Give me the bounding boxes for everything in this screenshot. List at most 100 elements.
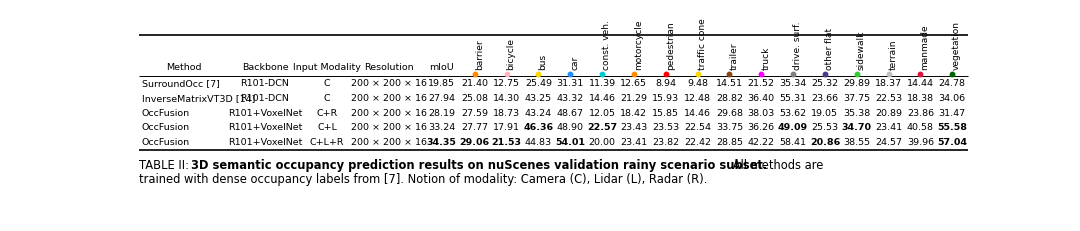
Text: terrain: terrain	[889, 40, 897, 70]
Text: 29.89: 29.89	[843, 79, 870, 88]
Text: 34.35: 34.35	[427, 138, 457, 147]
Text: 18.42: 18.42	[620, 109, 647, 118]
Text: 43.32: 43.32	[556, 94, 584, 103]
Text: 27.59: 27.59	[461, 109, 488, 118]
Text: 58.41: 58.41	[780, 138, 807, 147]
Text: car: car	[570, 56, 579, 70]
Text: 34.70: 34.70	[841, 124, 872, 132]
Text: 40.58: 40.58	[907, 124, 934, 132]
Text: 22.42: 22.42	[684, 138, 711, 147]
Text: 11.39: 11.39	[589, 79, 616, 88]
Text: 200 × 200 × 16: 200 × 200 × 16	[351, 109, 427, 118]
Text: 21.53: 21.53	[491, 138, 522, 147]
Text: 18.37: 18.37	[875, 79, 902, 88]
Text: 55.58: 55.58	[937, 124, 968, 132]
Text: C: C	[324, 79, 330, 88]
Text: traffic cone: traffic cone	[698, 19, 706, 70]
Text: 28.82: 28.82	[716, 94, 743, 103]
Text: 25.32: 25.32	[811, 79, 838, 88]
Text: 48.90: 48.90	[557, 124, 584, 132]
Text: Method: Method	[166, 63, 202, 72]
Text: 17.91: 17.91	[494, 124, 521, 132]
Text: 19.05: 19.05	[811, 109, 838, 118]
Text: trailer: trailer	[729, 43, 739, 70]
Text: 31.47: 31.47	[939, 109, 966, 118]
Text: motorcycle: motorcycle	[634, 20, 643, 70]
Text: 29.06: 29.06	[460, 138, 490, 147]
Text: 33.24: 33.24	[428, 124, 455, 132]
Text: 8.94: 8.94	[656, 79, 676, 88]
Text: vegetation: vegetation	[953, 21, 961, 70]
Text: 23.43: 23.43	[620, 124, 648, 132]
Text: 20.86: 20.86	[810, 138, 840, 147]
Text: R101+VoxelNet: R101+VoxelNet	[228, 124, 302, 132]
Text: C+L: C+L	[318, 124, 337, 132]
Text: 43.25: 43.25	[525, 94, 552, 103]
Text: 39.96: 39.96	[907, 138, 934, 147]
Text: 23.41: 23.41	[620, 138, 648, 147]
Text: 18.38: 18.38	[907, 94, 934, 103]
Text: 36.26: 36.26	[747, 124, 774, 132]
Text: 14.46: 14.46	[589, 94, 616, 103]
Text: 24.57: 24.57	[875, 138, 902, 147]
Text: 22.53: 22.53	[875, 94, 902, 103]
Text: bus: bus	[539, 54, 548, 70]
Text: 18.73: 18.73	[492, 109, 521, 118]
Text: 37.75: 37.75	[843, 94, 870, 103]
Text: 27.77: 27.77	[461, 124, 488, 132]
Text: 48.67: 48.67	[557, 109, 584, 118]
Text: pedestrian: pedestrian	[665, 22, 675, 70]
Text: 31.31: 31.31	[556, 79, 584, 88]
Text: 23.53: 23.53	[652, 124, 679, 132]
Text: 25.49: 25.49	[525, 79, 552, 88]
Text: 38.55: 38.55	[843, 138, 870, 147]
Text: 14.46: 14.46	[684, 109, 711, 118]
Text: 12.75: 12.75	[494, 79, 521, 88]
Text: 12.48: 12.48	[684, 94, 711, 103]
Text: R101-DCN: R101-DCN	[241, 94, 289, 103]
Text: 22.57: 22.57	[588, 124, 617, 132]
Text: 21.29: 21.29	[620, 94, 647, 103]
Text: bicycle: bicycle	[507, 38, 515, 70]
Text: 14.30: 14.30	[492, 94, 521, 103]
Text: 21.40: 21.40	[461, 79, 488, 88]
Text: manmade: manmade	[920, 25, 930, 70]
Text: 44.83: 44.83	[525, 138, 552, 147]
Text: sidewalk: sidewalk	[856, 31, 866, 70]
Text: R101+VoxelNet: R101+VoxelNet	[228, 109, 302, 118]
Text: 25.53: 25.53	[811, 124, 838, 132]
Text: 54.01: 54.01	[555, 138, 585, 147]
Text: R101+VoxelNet: R101+VoxelNet	[228, 138, 302, 147]
Text: const. veh.: const. veh.	[602, 21, 611, 70]
Text: 9.48: 9.48	[687, 79, 708, 88]
Text: 23.82: 23.82	[652, 138, 679, 147]
Text: C: C	[324, 94, 330, 103]
Text: Resolution: Resolution	[364, 63, 414, 72]
Text: 38.03: 38.03	[747, 109, 774, 118]
Text: mIoU: mIoU	[429, 63, 454, 72]
Text: 12.05: 12.05	[589, 109, 616, 118]
Text: R101-DCN: R101-DCN	[241, 79, 289, 88]
Text: 20.89: 20.89	[875, 109, 902, 118]
Text: SurroundOcc [7]: SurroundOcc [7]	[141, 79, 220, 88]
Text: 14.44: 14.44	[907, 79, 934, 88]
Text: 21.52: 21.52	[747, 79, 774, 88]
Text: 15.85: 15.85	[652, 109, 679, 118]
Text: InverseMatrixVT3D [14]: InverseMatrixVT3D [14]	[141, 94, 255, 103]
Text: other flat: other flat	[825, 28, 834, 70]
Text: C+L+R: C+L+R	[310, 138, 345, 147]
Text: 33.75: 33.75	[716, 124, 743, 132]
Text: truck: truck	[761, 47, 770, 70]
Text: 42.22: 42.22	[747, 138, 774, 147]
Text: All methods are: All methods are	[729, 159, 824, 172]
Text: OccFusion: OccFusion	[141, 124, 190, 132]
Text: OccFusion: OccFusion	[141, 138, 190, 147]
Text: 49.09: 49.09	[778, 124, 808, 132]
Text: trained with dense occupancy labels from [7]. Notion of modality: Camera (C), Li: trained with dense occupancy labels from…	[139, 173, 707, 186]
Text: 20.00: 20.00	[589, 138, 616, 147]
Text: TABLE II:: TABLE II:	[139, 159, 189, 172]
Text: 43.24: 43.24	[525, 109, 552, 118]
Text: C+R: C+R	[316, 109, 338, 118]
Text: 46.36: 46.36	[524, 124, 553, 132]
Text: 200 × 200 × 16: 200 × 200 × 16	[351, 94, 427, 103]
